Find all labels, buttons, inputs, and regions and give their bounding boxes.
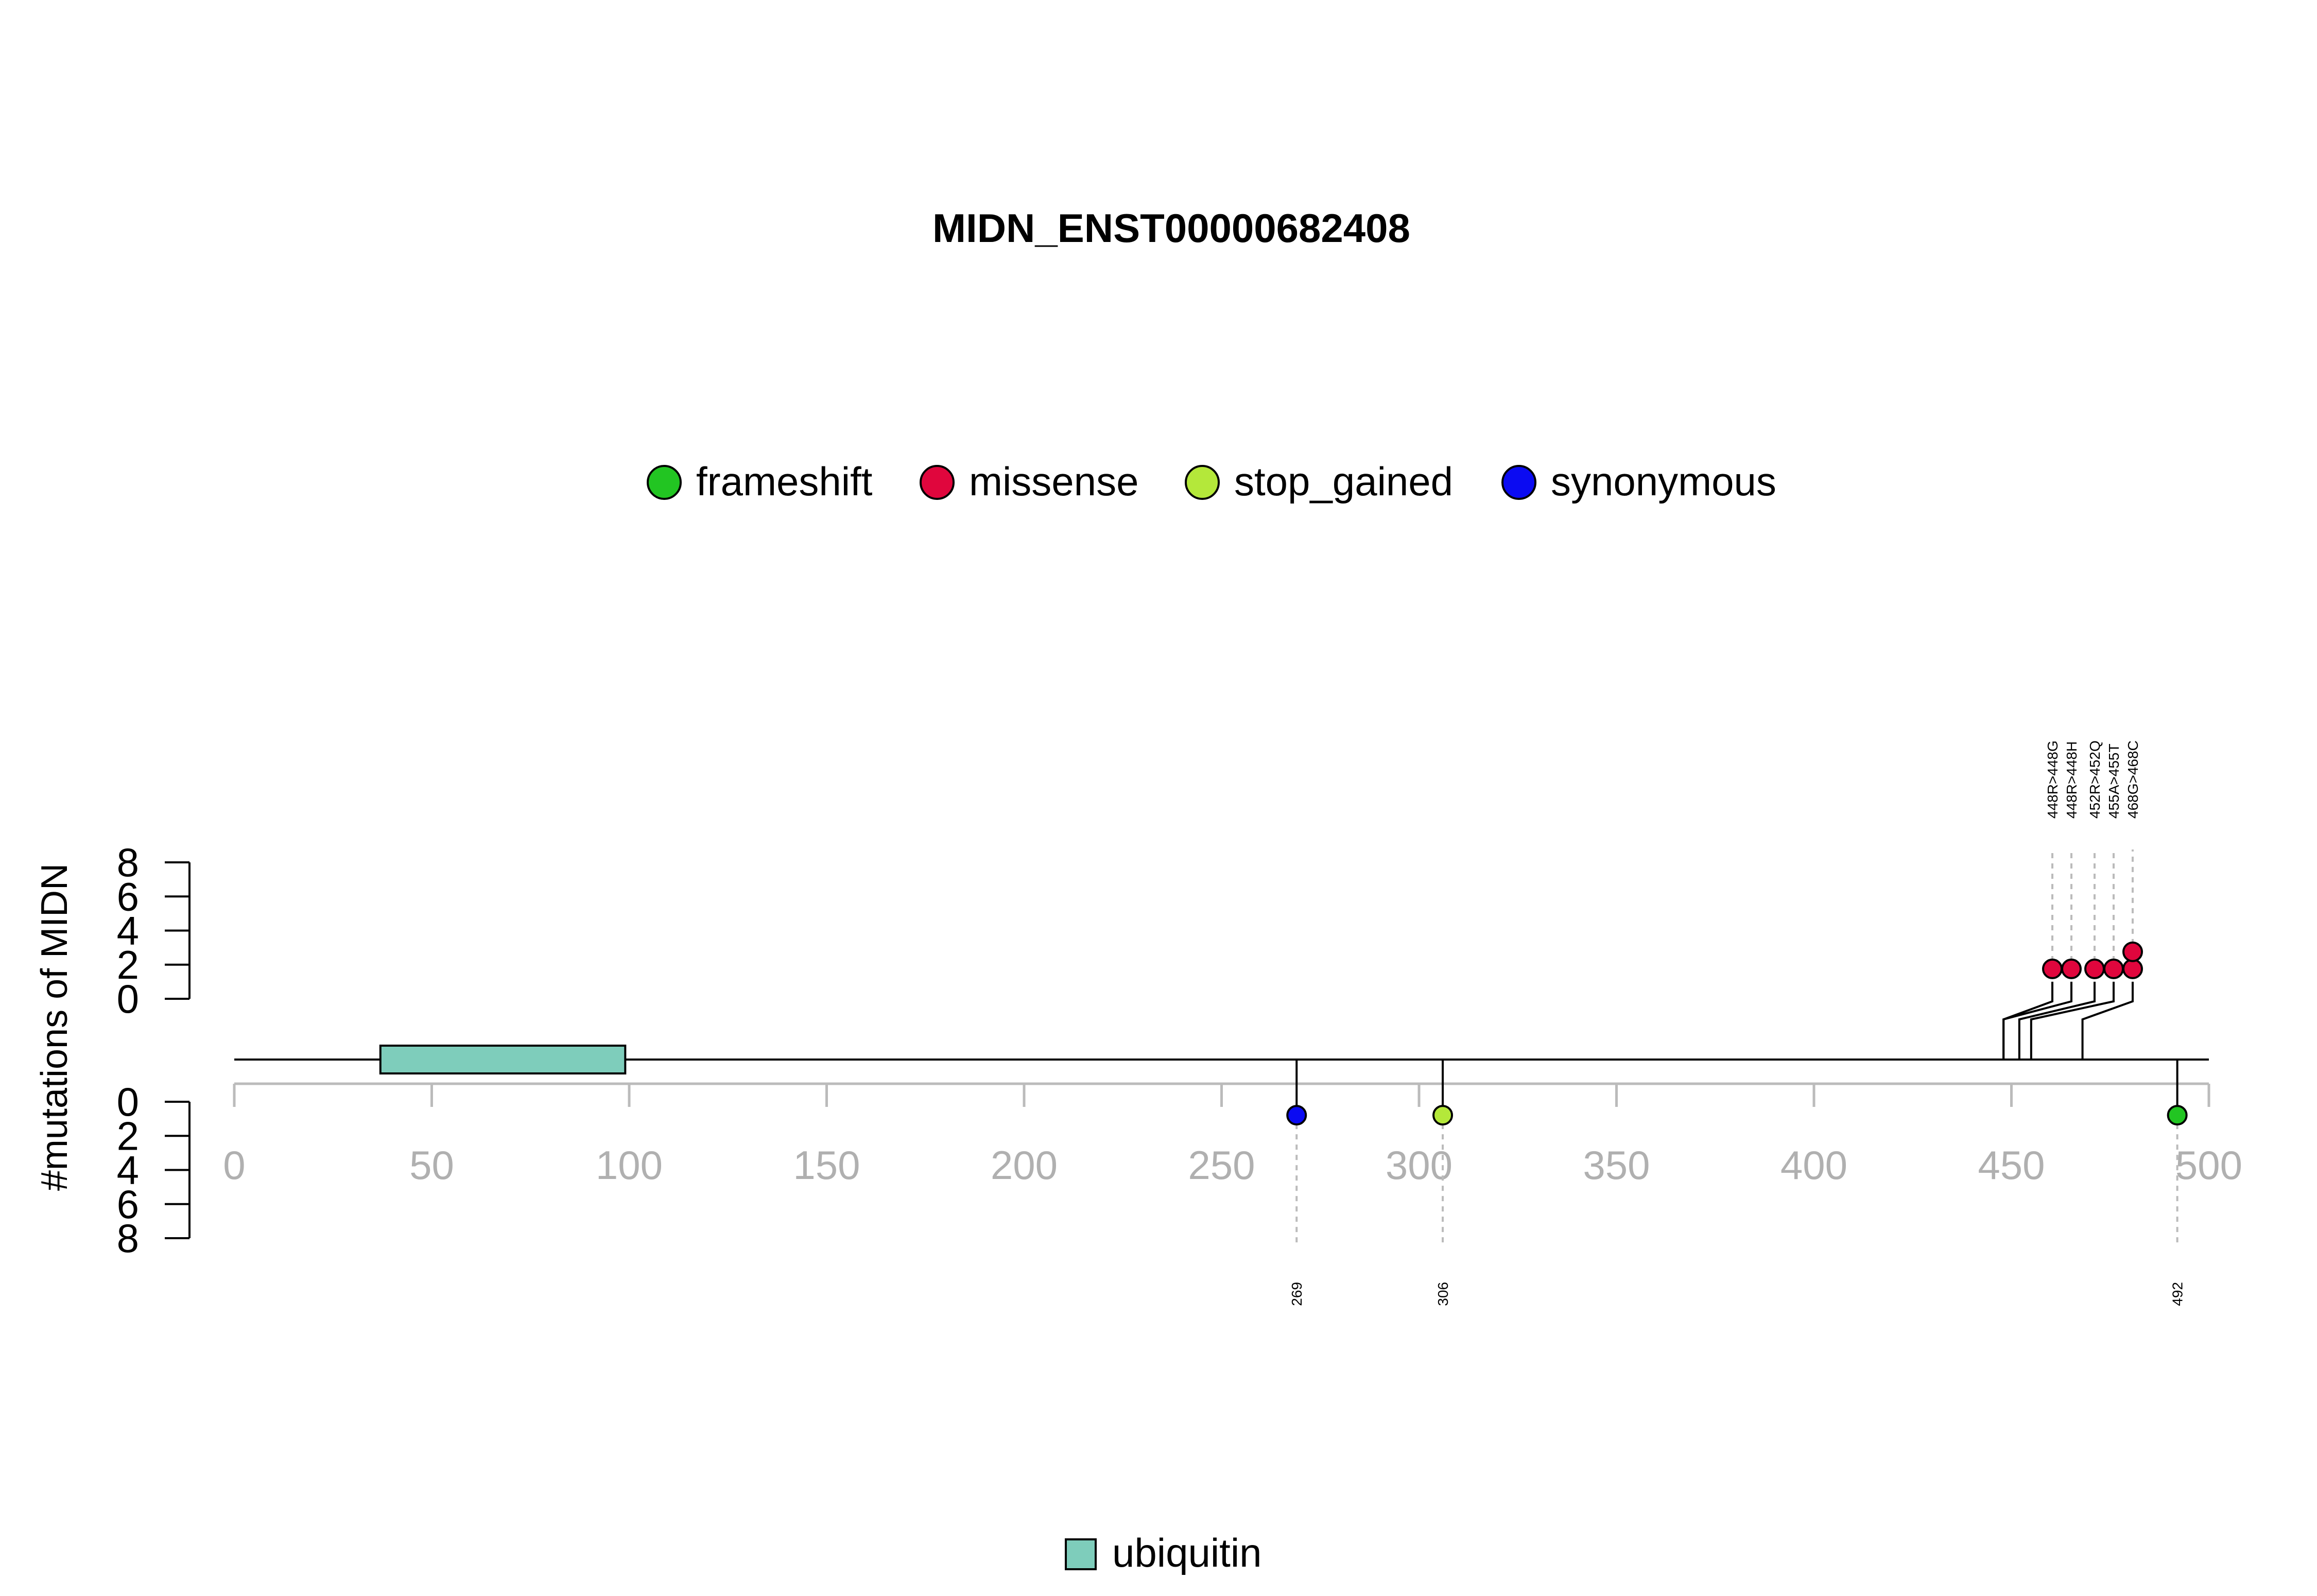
- mutation-stem: [2081, 981, 2134, 1060]
- x-tick-label: 400: [1780, 1142, 1847, 1188]
- mutation-point: [2042, 958, 2063, 979]
- mutation-point: [2167, 1105, 2188, 1126]
- mutation-306: 306: [1432, 1060, 1454, 1306]
- mutation-492: 492: [2167, 1060, 2188, 1306]
- mutation-269: 269: [1286, 1060, 1307, 1306]
- lower-mutations: 269 306 492: [1286, 1060, 2188, 1306]
- x-tick-label: 500: [2175, 1142, 2242, 1188]
- domain-legend-swatch: [1065, 1538, 1097, 1570]
- legend-marker: [920, 465, 955, 500]
- y-tick-label: 2: [117, 1113, 139, 1158]
- mutation-point: [2084, 958, 2105, 979]
- y-tick-label: 8: [117, 840, 139, 885]
- x-tick-label: 50: [409, 1142, 454, 1188]
- x-tick-label: 350: [1583, 1142, 1650, 1188]
- mutation-468G>468C: 468G>468C: [2081, 740, 2143, 1060]
- mutation-stem: [2030, 981, 2115, 1060]
- legend-marker: [1185, 465, 1220, 500]
- y-tick-label: 2: [117, 942, 139, 987]
- mutation-label: 448R>448H: [2064, 741, 2080, 819]
- y-tick-label: 6: [117, 874, 139, 919]
- x-tick-label: 0: [223, 1142, 245, 1188]
- mutation-point: [2061, 958, 2082, 979]
- y-tick-label: 4: [117, 1148, 139, 1193]
- legend-item-frameshift: frameshift: [647, 459, 873, 504]
- mutation-point: [1286, 1105, 1307, 1126]
- mutation-label: 269: [1289, 1282, 1305, 1306]
- legend-marker: [647, 465, 682, 500]
- mutation-point: [2122, 941, 2143, 962]
- legend-item-stop_gained: stop_gained: [1185, 459, 1453, 504]
- x-tick-label: 100: [596, 1142, 663, 1188]
- x-tick-label: 450: [1978, 1142, 2045, 1188]
- mutation-stem: [2018, 981, 2096, 1060]
- x-tick-label: 150: [793, 1142, 860, 1188]
- upper-mutations: 448R>448G 448R>448H 452R>452Q 455A>455T 468G…: [2002, 740, 2143, 1060]
- mutation-label: 306: [1435, 1282, 1451, 1306]
- legend-item-synonymous: synonymous: [1501, 459, 1776, 504]
- mutation-point: [1432, 1105, 1454, 1126]
- x-tick-label: 250: [1188, 1142, 1255, 1188]
- legend-item-missense: missense: [920, 459, 1138, 504]
- x-axis: 0 50 100 150 200 250 300 350 400 450 500: [223, 1082, 2242, 1188]
- mutation-label: 455A>455T: [2106, 743, 2122, 819]
- legend-label: frameshift: [696, 459, 873, 504]
- y-tick-label: 6: [117, 1182, 139, 1227]
- x-tick-label: 300: [1386, 1142, 1453, 1188]
- legend-marker: [1501, 465, 1536, 500]
- x-tick-label: 200: [991, 1142, 1058, 1188]
- mutation-448R>448H: 448R>448H: [2002, 741, 2082, 1060]
- mutation-label: 448R>448G: [2045, 740, 2061, 819]
- mutation-type-legend: frameshift missense stop_gained synonymous: [647, 459, 1776, 504]
- y-tick-label: 8: [117, 1216, 139, 1261]
- domain-track: [379, 1045, 627, 1074]
- mutation-label: 468G>468C: [2125, 740, 2141, 819]
- mutation-label: 452R>452Q: [2087, 740, 2103, 819]
- legend-label: synonymous: [1551, 459, 1776, 504]
- domain-legend-item-ubiquitin: ubiquitin: [1065, 1530, 1262, 1575]
- mutation-455A>455T: 455A>455T: [2030, 743, 2124, 1060]
- mutation-stem: [2002, 981, 2053, 1060]
- legend-label: missense: [969, 459, 1138, 504]
- mutation-point: [2103, 958, 2124, 979]
- chart-title: MIDN_ENST00000682408: [932, 205, 1410, 251]
- mutation-452R>452Q: 452R>452Q: [2018, 740, 2105, 1060]
- mutation-label: 492: [2170, 1282, 2186, 1306]
- y-tick-label: 0: [117, 976, 139, 1021]
- y-tick-label: 0: [117, 1079, 139, 1124]
- y-tick-label: 4: [117, 908, 139, 953]
- domain-ubiquitin: [379, 1045, 627, 1074]
- domain-legend-label: ubiquitin: [1112, 1530, 1262, 1575]
- domain-legend: ubiquitin: [1065, 1530, 1262, 1575]
- mutation-point: [2122, 958, 2143, 979]
- legend-label: stop_gained: [1234, 459, 1453, 504]
- y-axis-label: #mutations of MIDN: [34, 863, 75, 1191]
- mutation-stem: [2002, 981, 2072, 1060]
